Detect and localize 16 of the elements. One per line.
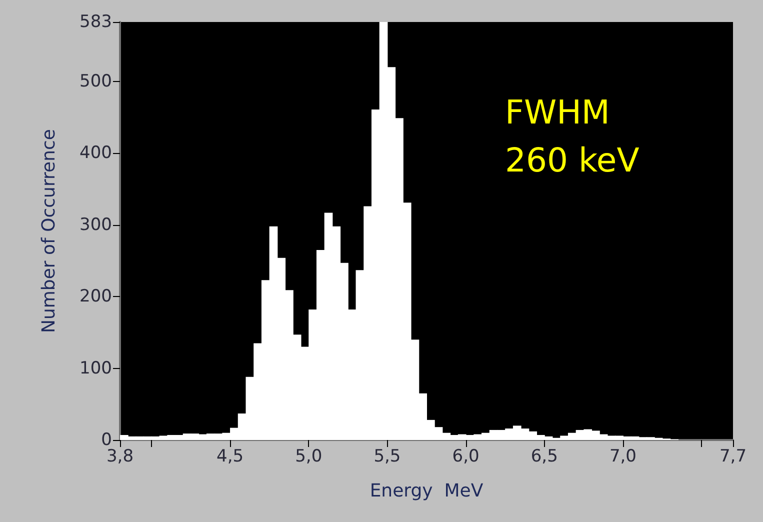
y-tick-label: 400 (80, 143, 112, 164)
x-tick-label: 7,0 (609, 446, 636, 466)
annotation: FWHM 260 keV (505, 92, 640, 180)
x-axis-title: Energy MeV (370, 480, 484, 502)
y-tick-label: 300 (80, 214, 112, 235)
y-tick-label: 583 (80, 12, 112, 32)
y-axis-title: Number of Occurrence (38, 128, 60, 334)
y-tick-label: 200 (80, 286, 112, 307)
x-tick-label: 4,5 (216, 446, 244, 466)
x-tick-label: 7,7 (719, 446, 747, 466)
x-tick-label: 6,0 (452, 446, 480, 466)
y-tick-label: 500 (80, 72, 112, 92)
x-tick-label: 6,5 (530, 446, 558, 466)
x-tick-label: 5,5 (374, 446, 401, 466)
y-tick-label: 100 (80, 358, 112, 378)
x-tick-label: 5,0 (295, 446, 322, 466)
